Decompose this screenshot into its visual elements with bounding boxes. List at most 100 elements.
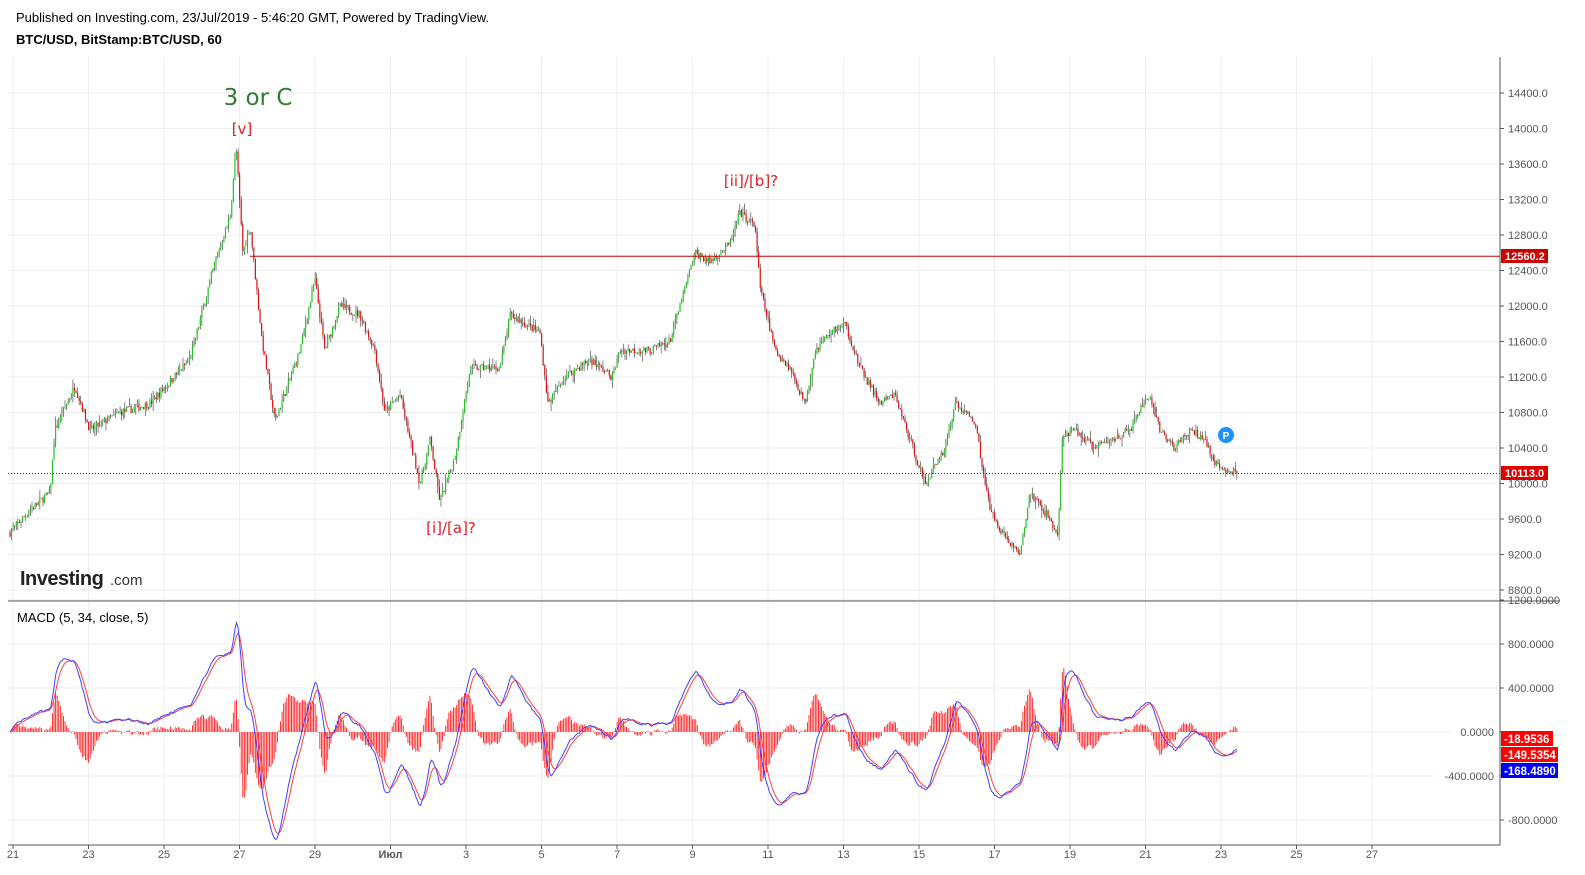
candle — [932, 457, 934, 475]
macd-title[interactable]: MACD (5, 34, close, 5) — [17, 610, 149, 625]
x-tick-label: 21 — [7, 849, 19, 861]
candle — [265, 354, 267, 370]
annotation-i-a[interactable]: [i]/[a]? — [426, 519, 476, 537]
candle-body — [778, 354, 780, 357]
macd-tick-label-bg — [1434, 769, 1496, 782]
candle-body — [344, 303, 346, 308]
candle-body — [676, 314, 678, 319]
candle-body — [88, 421, 90, 431]
candle-body — [1146, 399, 1148, 400]
candle — [1228, 469, 1230, 473]
candle-body — [77, 392, 79, 398]
candle — [205, 296, 208, 307]
candle-body — [174, 373, 176, 381]
candle-body — [1187, 435, 1189, 436]
candle — [1229, 471, 1232, 475]
candle-body — [607, 370, 609, 371]
annotation-ii-b[interactable]: [ii]/[b]? — [724, 172, 778, 190]
candle — [792, 368, 794, 377]
candle — [94, 421, 96, 437]
candle — [54, 416, 57, 448]
candle-body — [1226, 471, 1229, 473]
candle — [968, 411, 971, 417]
candle — [1149, 396, 1151, 400]
candle — [298, 351, 300, 354]
candle — [841, 323, 843, 329]
candle-body — [224, 228, 227, 239]
time-axis: 21 23 25 27 29 Июл 3 5 7 9 11 13 15 17 19 21 23 25 27 — [7, 845, 1378, 861]
candle-body — [979, 441, 982, 458]
candle-body — [25, 515, 27, 517]
candle-body — [836, 329, 838, 332]
y-tick-label: 10000.0 — [1508, 479, 1548, 491]
candle-body — [84, 408, 87, 420]
candle — [501, 346, 503, 366]
candle-body — [541, 333, 543, 347]
candle — [872, 383, 875, 398]
candle — [596, 356, 598, 371]
candle-body — [54, 425, 57, 445]
p-marker[interactable]: P — [1218, 427, 1234, 443]
candle — [566, 369, 568, 381]
candle — [250, 232, 252, 235]
candle-body — [537, 330, 540, 331]
candle — [580, 361, 582, 371]
candle-body — [135, 406, 137, 408]
candle-body — [64, 407, 66, 409]
candle-body — [319, 303, 321, 318]
candle — [300, 343, 302, 354]
candle — [440, 494, 442, 507]
candle — [767, 311, 769, 323]
candle — [657, 342, 659, 349]
candle-body — [542, 346, 544, 366]
candle — [1093, 441, 1095, 455]
candle — [739, 204, 741, 215]
candle — [564, 375, 566, 386]
candle — [635, 352, 637, 354]
y-tick-label: 13600.0 — [1508, 159, 1548, 171]
candle — [800, 387, 802, 395]
candle — [177, 365, 179, 376]
candle-body — [1181, 437, 1183, 442]
candle — [1110, 437, 1112, 447]
candle-body — [981, 457, 983, 468]
candle — [1207, 442, 1210, 448]
candle — [791, 367, 793, 379]
x-tick-label: 11 — [762, 849, 773, 861]
annotation-v[interactable]: [v] — [232, 120, 253, 138]
candle-body — [372, 345, 374, 347]
candle-body — [577, 367, 579, 370]
candle — [723, 249, 725, 253]
candle-body — [1222, 468, 1224, 471]
candle-body — [382, 388, 384, 402]
candle — [430, 435, 433, 451]
candle-body — [948, 430, 950, 436]
candle-body — [622, 350, 625, 353]
candle — [213, 261, 216, 272]
candle-body — [125, 407, 127, 412]
candle-body — [138, 403, 140, 411]
candle — [122, 408, 124, 420]
candle — [251, 232, 253, 251]
candle-body — [424, 464, 426, 469]
candle-body — [1140, 405, 1142, 414]
candle-body — [813, 359, 815, 368]
candle-body — [655, 345, 658, 347]
candle — [1167, 438, 1169, 443]
candle-body — [1052, 520, 1054, 529]
candle — [891, 389, 893, 399]
candle-body — [876, 391, 878, 399]
candle — [688, 268, 691, 278]
candle — [272, 394, 274, 414]
annotation-3-or-c[interactable]: 3 or C — [224, 85, 293, 111]
candle — [283, 390, 285, 402]
candle-body — [188, 358, 190, 362]
candle-body — [1009, 542, 1011, 546]
candle-body — [726, 242, 728, 244]
candle-body — [128, 406, 131, 407]
candle-body — [243, 246, 245, 251]
candle — [133, 403, 135, 413]
candle — [547, 385, 549, 402]
candle-body — [627, 349, 629, 351]
